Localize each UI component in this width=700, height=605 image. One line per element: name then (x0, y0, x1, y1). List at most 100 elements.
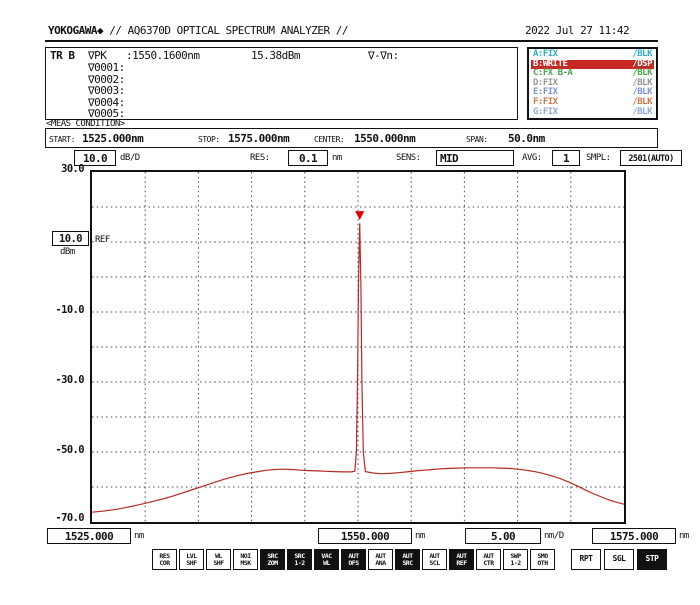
marker-row: ∇0004: (88, 95, 125, 109)
softkey-noi-msk[interactable]: NOI MSK (233, 549, 258, 570)
center-value: 1550.000nm (354, 132, 416, 145)
marker-row: ∇0002: (88, 72, 125, 86)
start-value: 1525.000nm (82, 132, 144, 145)
softkey-label: WL (215, 552, 222, 560)
softkey-label: AUT (429, 552, 440, 560)
softkey-label: LVL (186, 552, 197, 560)
x-center-field: 1550.000 (318, 528, 412, 544)
softkey-label: ANA (375, 559, 386, 567)
marker-row: ∇0001: (88, 61, 125, 74)
softkey-label: REF (456, 559, 467, 567)
softkey-swp-1-2[interactable]: SWP 1-2 (503, 549, 528, 570)
softkey-vac-wl[interactable]: VAC WL (314, 549, 339, 570)
softkey-label: 1-2 (510, 559, 521, 567)
trace-status-state: /BLK (632, 106, 652, 117)
softkey-label: COR (159, 559, 170, 567)
trace-status-label: C:FX B-A (533, 68, 573, 79)
stop-label: STOP: (198, 135, 220, 144)
sens-field: MID (436, 150, 514, 166)
x-stop-field: 1575.000 (592, 528, 676, 544)
softkey-label: AUT (483, 552, 494, 560)
softkey-label: AUT (348, 552, 359, 560)
y-tick-m30: -30.0 (55, 374, 84, 386)
softkey-lvl-shf[interactable]: LVL SHF (179, 549, 204, 570)
header-divider (45, 40, 658, 42)
marker-list: ∇0001: ∇0002: ∇0003: ∇0004: ∇0005: (88, 62, 125, 120)
softkey-label: MSK (240, 559, 251, 567)
trace-status-row: E:FIX/BLK (531, 88, 654, 98)
trace-status-row: A:FIX/BLK (531, 49, 654, 60)
softkey-aut-ctr[interactable]: AUT CTR (476, 549, 501, 570)
sweep-key-rpt[interactable]: RPT (571, 549, 601, 570)
softkey-aut-ofs[interactable]: AUT OFS (341, 549, 366, 570)
trace-status-label: F:FIX (533, 96, 558, 107)
softkey-src-zom[interactable]: SRC ZOM (260, 549, 285, 570)
softkey-src-1-2[interactable]: SRC 1-2 (287, 549, 312, 570)
softkey-label: NOI (240, 552, 251, 560)
res-unit: nm (332, 153, 342, 163)
brand-logo: YOKOGAWA◆ (48, 24, 104, 37)
softkey-aut-scl[interactable]: AUT SCL (422, 549, 447, 570)
x-stop-unit: nm (679, 531, 689, 541)
smpl-label: SMPL: (586, 153, 611, 163)
trace-status-label: B:WRITE (533, 58, 568, 69)
level-scale-unit: dB/D (120, 153, 140, 163)
ref-line-tag: REF (95, 235, 111, 245)
softkey-label: SMO (537, 552, 548, 560)
datetime: 2022 Jul 27 11:42 (525, 24, 630, 37)
marker-row: ∇0005: (88, 107, 125, 120)
softkey-label: SHF (186, 559, 197, 567)
header-title: YOKOGAWA◆ // AQ6370D OPTICAL SPECTRUM AN… (48, 24, 349, 37)
page-title: // AQ6370D OPTICAL SPECTRUM ANALYZER // (103, 24, 349, 37)
sens-label: SENS: (396, 153, 421, 163)
avg-field: 1 (552, 150, 580, 166)
delta-marker-label: ∇-∇n: (368, 49, 399, 62)
x-center-unit: nm (415, 531, 425, 541)
softkey-label: SWP (510, 552, 521, 560)
trace-label: TR B (50, 49, 75, 62)
spectrum-plot-svg (91, 172, 625, 522)
span-value: 50.0nm (508, 132, 545, 145)
softkey-label: OTH (537, 559, 548, 567)
y-tick-m10: -10.0 (55, 304, 84, 316)
trace-status-state: /BLK (632, 77, 652, 88)
center-label: CENTER: (314, 135, 345, 144)
softkey-label: SRC (294, 552, 305, 560)
trace-status-state: /BLK (632, 68, 652, 79)
softkey-label: SCL (429, 559, 440, 567)
softkey-smo-oth[interactable]: SMO OTH (530, 549, 555, 570)
trace-status-label: E:FIX (533, 87, 558, 98)
trace-status-state: /BLK (632, 49, 652, 59)
sweep-key-stp[interactable]: STP (637, 549, 667, 570)
trace-status-label: G:FIX (533, 106, 558, 117)
trace-status-row: F:FIX/BLK (531, 96, 654, 108)
y-tick-30: 30.0 (61, 163, 84, 175)
x-start-field: 1525.000 (47, 528, 131, 544)
x-per-div-field: 5.00 (465, 528, 541, 544)
softkey-label: SRC (267, 552, 278, 560)
softkey-label: CTR (483, 559, 494, 567)
y-tick-m70: -70.0 (55, 512, 84, 524)
sweep-key-sgl[interactable]: SGL (604, 549, 634, 570)
softkey-label: WL (323, 559, 330, 567)
peak-wavelength: :1550.1600nm (126, 49, 200, 62)
softkey-aut-ref[interactable]: AUT REF (449, 549, 474, 570)
softkey-res-cor[interactable]: RES COR (152, 549, 177, 570)
x-per-div-unit: nm/D (544, 531, 564, 541)
trace-status-state: /DSP (632, 58, 652, 69)
softkey-aut-ana[interactable]: AUT ANA (368, 549, 393, 570)
trace-status-label: A:FIX (533, 49, 558, 59)
peak-level: 15.38dBm (251, 49, 300, 62)
softkey-label: RES (159, 552, 170, 560)
softkey-wl-shf[interactable]: WL SHF (206, 549, 231, 570)
res-label: RES: (250, 153, 270, 163)
marker-info-panel: TR B ∇PK :1550.1600nm 15.38dBm ∇-∇n: ∇00… (45, 47, 518, 120)
x-start-unit: nm (134, 531, 144, 541)
softkey-aut-src[interactable]: AUT SRC (395, 549, 420, 570)
stop-value: 1575.000nm (228, 132, 290, 145)
peak-marker-icon (355, 211, 365, 221)
softkey-label: AUT (402, 552, 413, 560)
res-field: 0.1 (288, 150, 328, 166)
trace-status-state: /BLK (632, 96, 652, 107)
